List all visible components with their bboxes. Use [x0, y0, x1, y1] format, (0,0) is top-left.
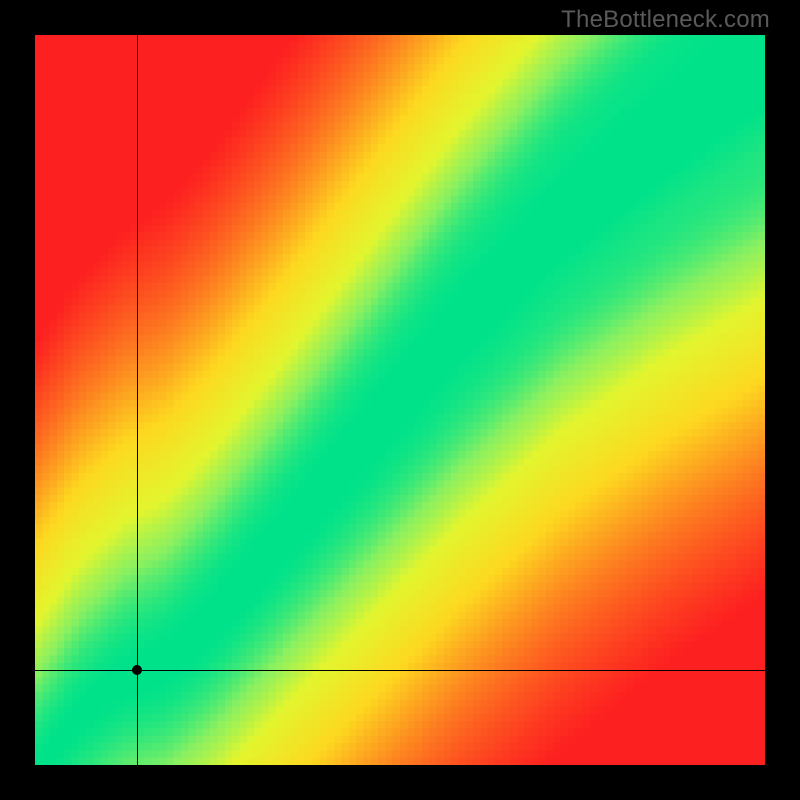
crosshair-vertical — [137, 35, 138, 765]
heatmap-plot — [35, 35, 765, 765]
crosshair-marker — [132, 665, 142, 675]
watermark-text: TheBottleneck.com — [561, 6, 770, 34]
crosshair-horizontal — [35, 670, 765, 671]
heatmap-canvas — [35, 35, 765, 765]
